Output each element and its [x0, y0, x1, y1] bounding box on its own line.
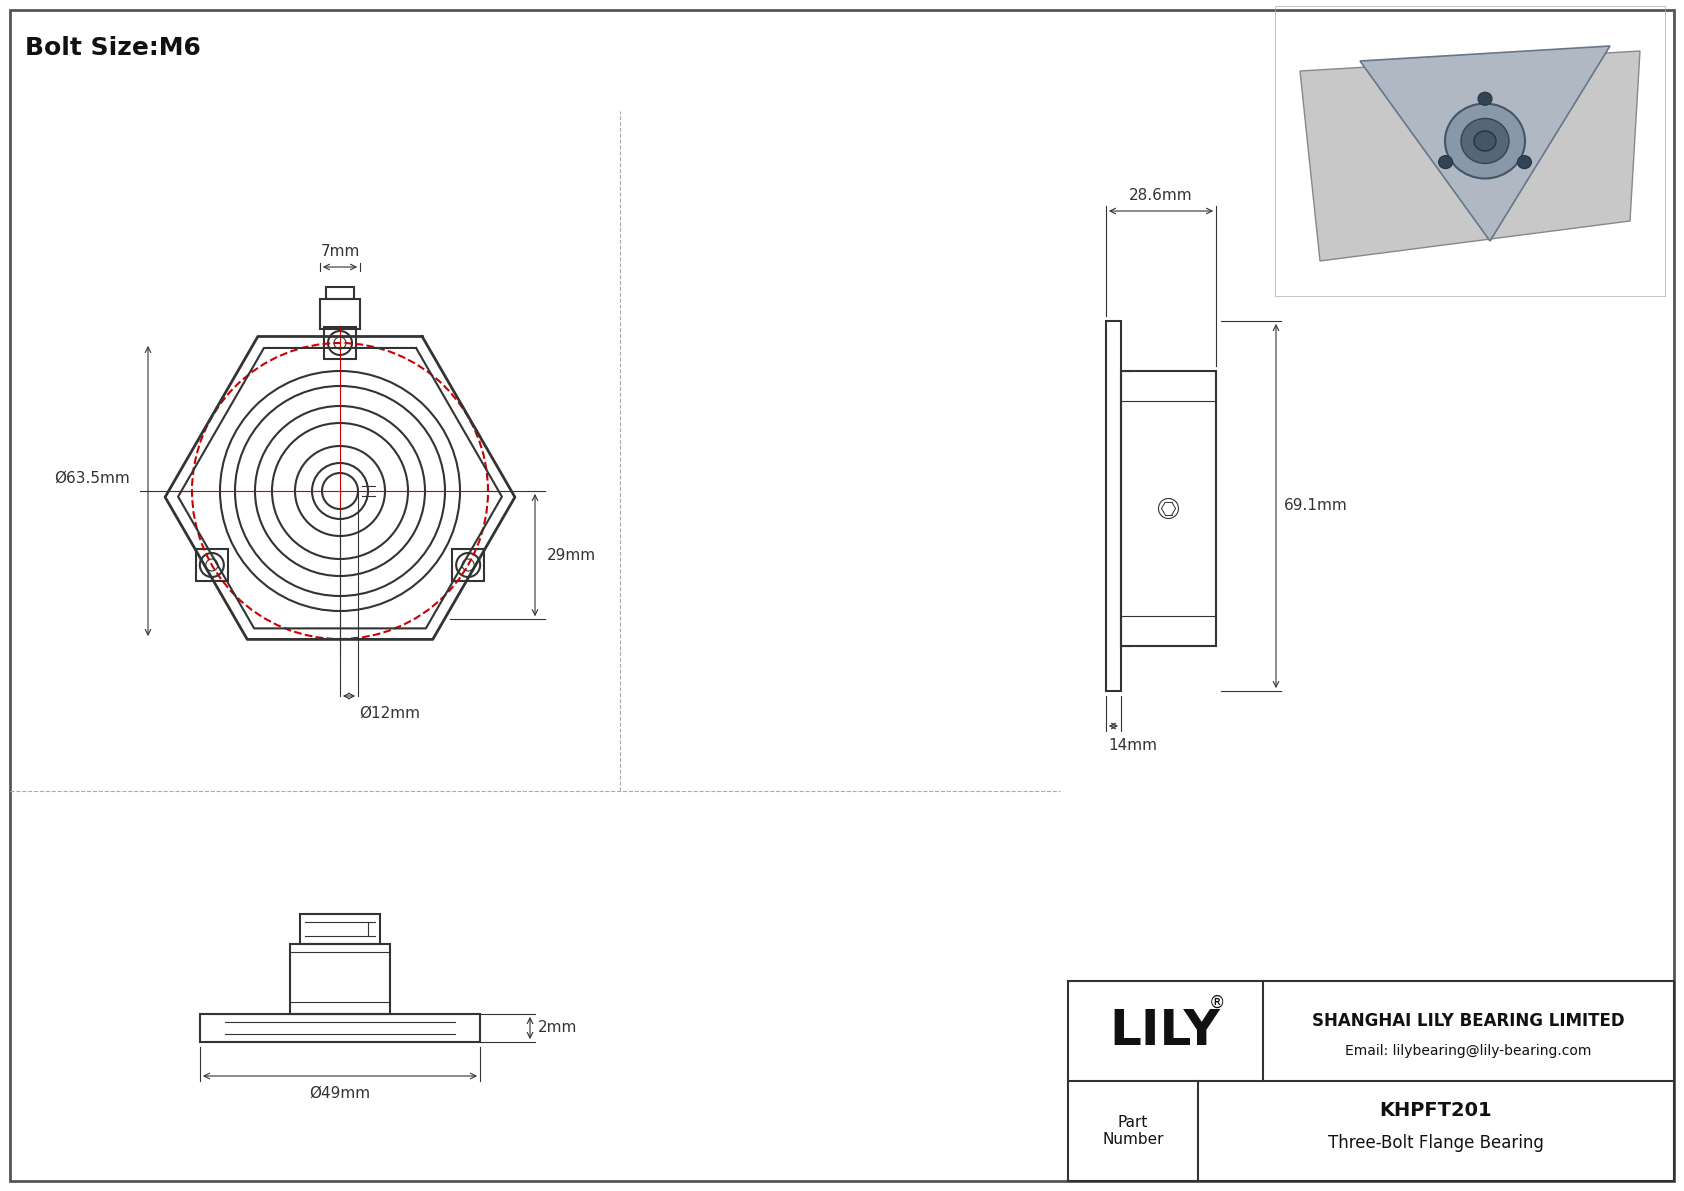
- Bar: [323, 328, 355, 358]
- Text: ®: ®: [1209, 994, 1226, 1012]
- Bar: [1275, 6, 1665, 297]
- Ellipse shape: [1445, 104, 1526, 179]
- Ellipse shape: [1517, 156, 1531, 169]
- Polygon shape: [1361, 46, 1610, 241]
- Text: 29mm: 29mm: [547, 548, 596, 562]
- Text: 7mm: 7mm: [320, 244, 360, 258]
- Bar: [300, 913, 381, 944]
- Ellipse shape: [1462, 118, 1509, 163]
- Ellipse shape: [1474, 131, 1495, 151]
- Text: KHPFT201: KHPFT201: [1379, 1102, 1492, 1121]
- Bar: [1106, 322, 1122, 691]
- Bar: [200, 1014, 480, 1042]
- Bar: [327, 287, 354, 299]
- Text: 2mm: 2mm: [537, 1021, 578, 1035]
- Text: Bolt Size:M6: Bolt Size:M6: [25, 36, 200, 60]
- Text: 69.1mm: 69.1mm: [1283, 499, 1347, 513]
- Text: Three-Bolt Flange Bearing: Three-Bolt Flange Bearing: [1329, 1134, 1544, 1152]
- Ellipse shape: [1479, 92, 1492, 105]
- Polygon shape: [1300, 51, 1640, 261]
- Bar: [1122, 372, 1216, 646]
- Text: 28.6mm: 28.6mm: [1130, 188, 1192, 202]
- Ellipse shape: [1438, 156, 1453, 169]
- Bar: [320, 299, 360, 329]
- Text: Ø63.5mm: Ø63.5mm: [54, 470, 130, 486]
- Text: Email: lilybearing@lily-bearing.com: Email: lilybearing@lily-bearing.com: [1346, 1045, 1591, 1058]
- Bar: [453, 549, 485, 581]
- Text: Ø12mm: Ø12mm: [359, 706, 419, 721]
- Text: 14mm: 14mm: [1108, 738, 1157, 753]
- Text: Ø49mm: Ø49mm: [310, 1086, 370, 1100]
- Bar: [195, 549, 227, 581]
- Text: SHANGHAI LILY BEARING LIMITED: SHANGHAI LILY BEARING LIMITED: [1312, 1012, 1625, 1030]
- Bar: [1068, 981, 1674, 1181]
- Bar: [290, 944, 391, 1014]
- Text: Part
Number: Part Number: [1103, 1115, 1164, 1147]
- Text: LILY: LILY: [1110, 1008, 1221, 1055]
